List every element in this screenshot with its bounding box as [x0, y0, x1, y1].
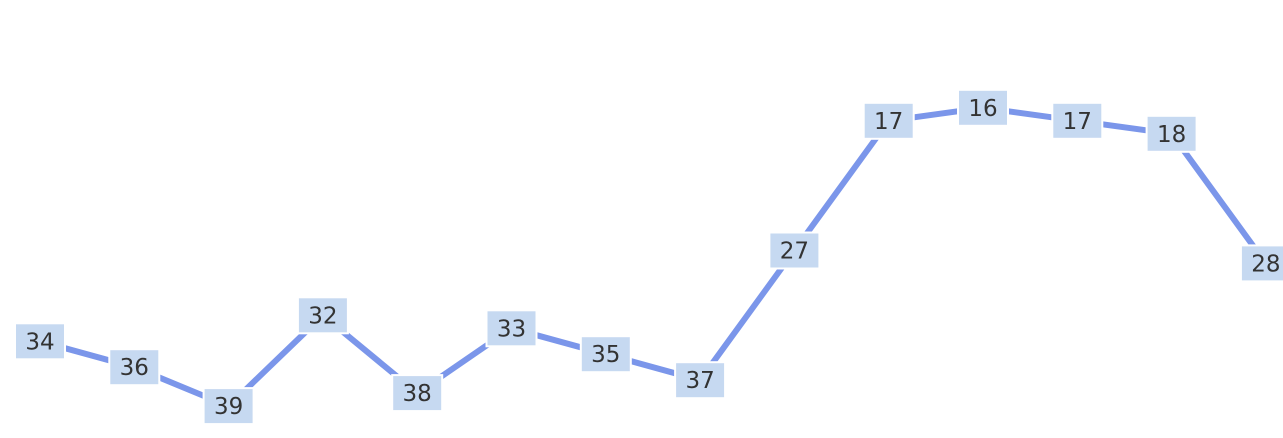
data-label: 39	[214, 394, 243, 420]
data-label-box	[485, 309, 538, 348]
data-label: 37	[685, 368, 714, 394]
data-label-box	[579, 335, 632, 374]
data-label-box	[957, 88, 1009, 127]
data-label-box	[1145, 114, 1198, 153]
data-label: 35	[591, 342, 620, 368]
data-label: 28	[1251, 251, 1280, 277]
data-label: 17	[874, 109, 903, 135]
data-point-4: 38	[391, 374, 444, 413]
data-label-box	[1051, 101, 1104, 140]
data-label-box	[108, 348, 161, 387]
data-point-8: 27	[768, 231, 821, 270]
data-label-box	[202, 387, 255, 426]
data-point-11: 17	[1051, 101, 1104, 140]
data-labels: 34 36 39 32 38 33 35 37 27 17 16 17 18 28	[14, 88, 1283, 426]
data-point-1: 36	[108, 348, 161, 387]
data-label: 17	[1063, 109, 1092, 135]
data-point-13: 28	[1239, 244, 1283, 283]
data-point-9: 17	[862, 101, 915, 140]
data-point-12: 18	[1145, 114, 1198, 153]
data-point-3: 32	[296, 296, 349, 335]
data-label-box	[862, 101, 915, 140]
data-label-box	[296, 296, 349, 335]
data-label: 27	[780, 239, 809, 265]
series-line	[37, 104, 1269, 410]
data-point-5: 33	[485, 309, 538, 348]
data-label-box	[1239, 244, 1283, 283]
data-label: 36	[120, 355, 149, 381]
data-label: 34	[25, 329, 54, 355]
data-point-6: 35	[579, 335, 632, 374]
data-point-0: 34	[14, 322, 66, 361]
data-label-box	[14, 322, 66, 361]
data-label-box	[674, 361, 727, 400]
data-label-box	[391, 374, 444, 413]
data-point-7: 37	[674, 361, 727, 400]
data-label: 18	[1157, 122, 1186, 148]
data-point-10: 16	[957, 88, 1009, 127]
data-label: 16	[968, 96, 997, 122]
data-label: 32	[308, 303, 337, 329]
data-label: 38	[403, 381, 432, 407]
data-label: 33	[497, 316, 526, 342]
data-point-2: 39	[202, 387, 255, 426]
data-label-box	[768, 231, 821, 270]
